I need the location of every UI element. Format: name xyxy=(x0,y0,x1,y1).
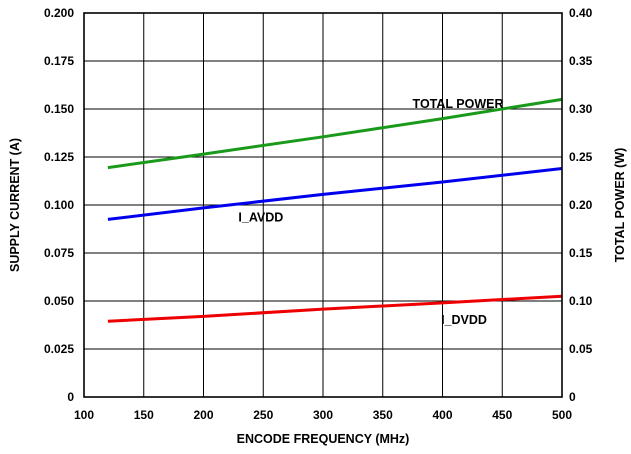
x-tick-label: 150 xyxy=(134,408,154,422)
y-right-tick-label: 0.05 xyxy=(569,342,593,356)
series-annotations: TOTAL POWER I_AVDD I_DVDD xyxy=(238,97,503,327)
y-left-tick-label: 0 xyxy=(67,390,74,404)
series-line-i-dvdd xyxy=(107,294,563,323)
x-tick-labels: 100 150 200 250 300 350 400 450 500 xyxy=(74,408,572,422)
x-tick-label: 300 xyxy=(313,408,333,422)
y-left-tick-labels: 0 0.025 0.050 0.075 0.100 0.125 0.150 0.175 0.20… xyxy=(44,6,74,404)
x-tick-label: 450 xyxy=(492,408,512,422)
series-line-i-avdd xyxy=(107,167,563,221)
x-tick-label: 500 xyxy=(552,408,572,422)
y-left-axis-title: SUPPLY CURRENT (A) xyxy=(8,138,22,272)
y-left-tick-label: 0.200 xyxy=(44,6,74,20)
y-right-tick-label: 0.15 xyxy=(569,246,593,260)
y-right-tick-labels: 0 0.05 0.10 0.15 0.20 0.25 0.30 0.35 0.40 xyxy=(569,6,593,404)
y-right-tick-label: 0.30 xyxy=(569,102,593,116)
y-left-tick-label: 0.125 xyxy=(44,150,74,164)
annotation-label: I_DVDD xyxy=(441,313,487,327)
y-right-tick-label: 0.25 xyxy=(569,150,593,164)
y-right-tick-label: 0.40 xyxy=(569,6,593,20)
y-left-tick-label: 0.100 xyxy=(44,198,74,212)
x-tick-label: 350 xyxy=(373,408,393,422)
x-tick-label: 200 xyxy=(193,408,213,422)
y-left-tick-label: 0.025 xyxy=(44,342,74,356)
x-tick-label: 250 xyxy=(253,408,273,422)
annotation-label: TOTAL POWER xyxy=(413,97,504,111)
y-right-axis-title: TOTAL POWER (W) xyxy=(613,148,627,263)
y-right-tick-label: 0.10 xyxy=(569,294,593,308)
y-left-tick-label: 0.150 xyxy=(44,102,74,116)
annotation-label: I_AVDD xyxy=(238,210,283,224)
x-axis-title: ENCODE FREQUENCY (MHz) xyxy=(237,432,410,446)
x-tick-label: 400 xyxy=(432,408,452,422)
y-right-tick-label: 0 xyxy=(569,390,576,404)
y-left-tick-label: 0.175 xyxy=(44,54,74,68)
y-left-tick-label: 0.075 xyxy=(44,246,74,260)
y-left-tick-label: 0.050 xyxy=(44,294,74,308)
grid xyxy=(84,13,562,397)
y-right-tick-label: 0.35 xyxy=(569,54,593,68)
plot-frame xyxy=(83,12,563,398)
y-right-tick-label: 0.20 xyxy=(569,198,593,212)
series-lines xyxy=(107,97,563,323)
series-line-total-power xyxy=(107,97,563,170)
x-tick-label: 100 xyxy=(74,408,94,422)
